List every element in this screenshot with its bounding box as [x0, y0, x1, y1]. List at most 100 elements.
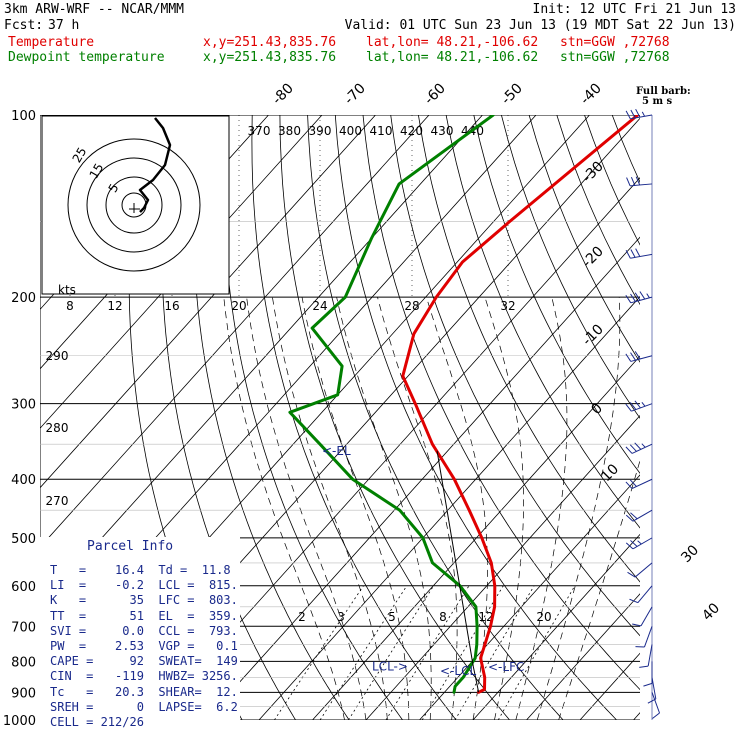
- wind-barb-staff: [632, 537, 653, 550]
- mixing-ratio-label: 12: [478, 610, 493, 624]
- parcel-info-row: SVI = 0.0 CCL = 793.: [50, 623, 238, 638]
- isotherm: [151, 177, 640, 720]
- mixing-ratio-line: [274, 585, 364, 720]
- hodograph-ring: [105, 176, 163, 234]
- wind-barb-staff: [637, 585, 653, 603]
- wind-barb-staff: [632, 509, 653, 522]
- isotherm: [312, 355, 640, 720]
- fcst-label: Fcst:: [4, 18, 44, 33]
- speed-ring-label: 28: [404, 299, 419, 313]
- pressure-label: 500: [11, 532, 36, 547]
- isotherm-label: -60: [421, 80, 448, 107]
- wind-barb-staff: [644, 626, 653, 648]
- el-marker: <-EL: [322, 444, 351, 458]
- wind-barb-flag: [635, 248, 641, 257]
- moist-adiabat: [484, 296, 524, 720]
- mixing-ratio-line: [454, 585, 535, 720]
- wind-barb-staff: [630, 114, 653, 120]
- parcel-info-row: SREH = 0 LAPSE= 6.2: [50, 699, 238, 714]
- init-time: Init: 12 UTC Fri 21 Jun 13: [532, 2, 737, 17]
- speed-ring-label: 16: [164, 299, 179, 313]
- moist-adiabat: [426, 296, 488, 720]
- wind-barb-flag: [637, 540, 642, 545]
- wind-barb-flag: [625, 294, 632, 304]
- wind-barb-flag: [625, 250, 631, 259]
- isotherm: [205, 236, 640, 720]
- isotherm: [472, 533, 640, 720]
- wind-barb-staff: [631, 478, 653, 489]
- parcel-info-row: Tc = 20.3 SHEAR= 12.: [50, 684, 238, 699]
- wind-barb-flag: [630, 512, 638, 520]
- theta-e-label: 430: [431, 124, 454, 138]
- isotherm-label: -70: [341, 80, 368, 107]
- mixing-ratio-line: [348, 585, 434, 720]
- wind-barb-flag: [626, 177, 631, 187]
- wind-barb-staff: [631, 443, 653, 454]
- isotherm: [40, 115, 323, 429]
- mixing-ratio-line: [421, 585, 504, 720]
- wind-barb-flag: [639, 665, 649, 668]
- dry-adiabat: [251, 115, 457, 720]
- hodograph-ring: [86, 157, 182, 253]
- mixing-ratio-label: 2: [298, 610, 306, 624]
- wind-barb-flag: [627, 571, 636, 578]
- wind-barb-staff: [630, 296, 653, 304]
- wind-barb: [643, 661, 653, 687]
- wind-barb-flag: [630, 352, 636, 361]
- dry-adiabat: [695, 115, 740, 720]
- wind-barb: [651, 692, 660, 719]
- hodograph-center: [129, 203, 140, 213]
- valid-time: Valid: 01 UTC Sun 23 Jun 13 (19 MDT Sat …: [344, 18, 736, 33]
- lfc-marker: <-LFC: [488, 660, 524, 674]
- wind-barb-flag: [629, 598, 639, 604]
- parcel-path: [436, 450, 480, 693]
- parcel-info-row: K = 35 LFC = 803.: [50, 593, 238, 608]
- isotherm-label: -30: [579, 158, 606, 185]
- wind-barb: [635, 626, 653, 648]
- lcl-marker-left: LCL->: [372, 659, 408, 673]
- wind-barb-staff: [630, 253, 653, 259]
- pressure-label: 600: [11, 580, 36, 595]
- parcel-info-row: PW = 2.53 VGP = 0.1: [50, 639, 238, 653]
- temperature-line: [401, 115, 640, 694]
- dry-adiabat: [473, 115, 640, 474]
- isotherm: [365, 414, 640, 720]
- wind-barb-flag: [625, 514, 634, 522]
- moist-adiabat: [536, 297, 621, 720]
- wind-barb: [639, 644, 653, 668]
- wind-barb: [625, 108, 653, 120]
- wind-barb-flag: [641, 401, 646, 407]
- wind-barb-staff: [630, 183, 653, 187]
- wind-barb-staff: [634, 562, 653, 578]
- lcl-marker-right: <-LCL: [440, 664, 476, 678]
- wind-barb-flag: [652, 712, 660, 719]
- legend-temperature-name: Temperature: [8, 35, 95, 50]
- wind-barb: [625, 248, 653, 259]
- hodograph-ring-label: 15: [87, 161, 107, 181]
- wind-barb: [632, 606, 653, 627]
- wind-barb-flag: [634, 351, 641, 360]
- wind-barb: [625, 509, 653, 522]
- legend-dewpoint-stn: stn=GGW ,72768: [560, 50, 670, 65]
- wind-barb: [629, 585, 653, 604]
- parcel-info-row: CAPE = 92 SWEAT= 149: [50, 654, 238, 669]
- mixing-ratio-line: [319, 585, 408, 720]
- wind-barb-flag: [646, 293, 650, 299]
- wind-barb: [625, 478, 653, 489]
- pressure-label: 200: [11, 291, 36, 306]
- isotherm-label: -50: [498, 80, 525, 107]
- wind-barb-flag: [630, 176, 636, 186]
- theta-e-label: 400: [339, 124, 362, 138]
- wind-barb-flag: [641, 111, 646, 117]
- mixing-ratio-label: 20: [536, 610, 551, 624]
- legend-temperature-latlon: lat,lon= 48.21,-106.62: [366, 35, 539, 50]
- isotherm-label: 10: [598, 461, 622, 485]
- legend-dewpoint-coords: x,y=251.43,835.76: [203, 50, 337, 65]
- isotherm-label: 30: [678, 542, 702, 566]
- hodograph-ring-label: 25: [70, 145, 90, 165]
- wind-barb-flag: [625, 542, 634, 550]
- mixing-ratio-label: 5: [388, 610, 396, 624]
- parcel-info-row: TT = 51 EL = 359.: [50, 608, 238, 623]
- pressure-label: 800: [11, 655, 36, 670]
- wind-barb-flag: [625, 481, 633, 489]
